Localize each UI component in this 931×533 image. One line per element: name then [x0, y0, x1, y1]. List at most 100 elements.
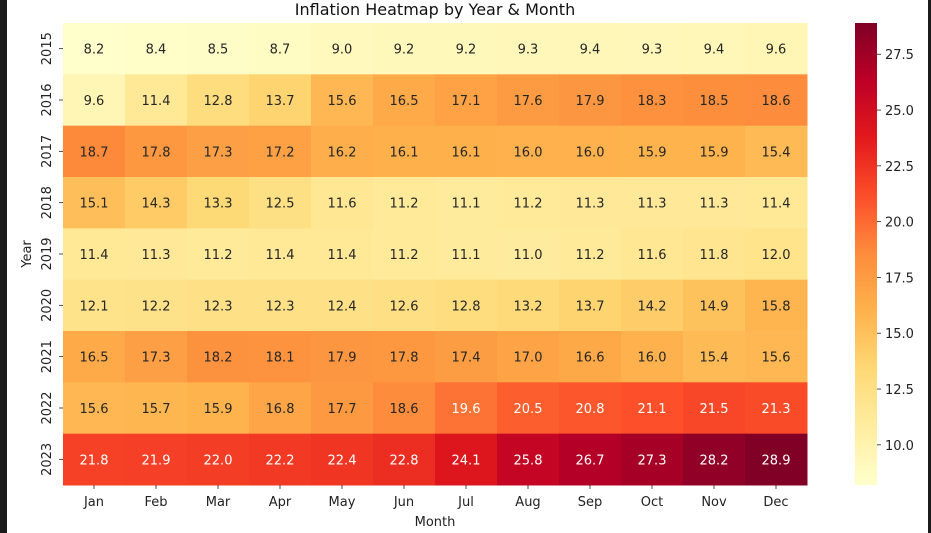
cell-value-label: 9.2	[394, 43, 415, 58]
heatmap-cell	[435, 125, 498, 178]
heatmap-cell	[311, 279, 374, 332]
heatmap-cell	[373, 23, 436, 75]
heatmap-cell	[311, 177, 374, 229]
x-tick-label: Nov	[701, 495, 727, 510]
heatmap-cell	[63, 177, 126, 229]
cell-value-label: 12.0	[762, 248, 791, 263]
y-axis-label: Year	[20, 240, 35, 269]
cell-value-label: 15.6	[80, 402, 109, 417]
colorbar	[855, 23, 877, 485]
heatmap-cells: 8.2 8.4 8.5 8.7 9.0 9.2 9.2 9.3 9.4 9.3 9.4 9.6 9.6 1…	[63, 23, 808, 486]
heatmap-cell	[745, 433, 808, 486]
heatmap-cell	[559, 23, 622, 75]
cell-value-label: 8.4	[146, 43, 167, 58]
cell-value-label: 12.8	[452, 299, 481, 314]
heatmap-cell	[311, 74, 374, 127]
heatmap-cell	[187, 433, 250, 486]
cell-value-label: 18.5	[700, 94, 729, 109]
cell-value-label: 11.2	[390, 248, 419, 263]
heatmap-cell	[497, 74, 560, 127]
heatmap-cell	[559, 279, 622, 332]
cell-value-label: 13.7	[266, 94, 295, 109]
x-axis-ticks: Jan Feb Mar Apr May Jun Jul Aug Sep Oct Nov Dec	[83, 485, 789, 510]
cell-value-label: 13.7	[576, 299, 605, 314]
cell-value-label: 27.3	[638, 453, 667, 468]
cell-value-label: 17.8	[390, 351, 419, 366]
heatmap-cell	[125, 228, 188, 281]
cell-value-label: 11.4	[80, 248, 109, 263]
cell-value-label: 12.1	[80, 299, 109, 314]
cell-value-label: 12.6	[390, 299, 419, 314]
cell-value-label: 25.8	[514, 453, 543, 468]
heatmap-cell	[621, 331, 684, 383]
heatmap-cell	[497, 382, 560, 435]
cell-value-label: 15.8	[762, 299, 791, 314]
heatmap-cell	[745, 228, 808, 281]
cell-value-label: 12.3	[204, 299, 233, 314]
cell-value-label: 19.6	[452, 402, 481, 417]
cell-value-label: 11.3	[576, 197, 605, 212]
cell-value-label: 17.3	[204, 145, 233, 160]
heatmap-cell	[63, 331, 126, 383]
window-frame-right	[928, 0, 931, 533]
cell-value-label: 11.2	[514, 197, 543, 212]
heatmap-cell	[745, 177, 808, 229]
cell-value-label: 9.3	[642, 43, 663, 58]
heatmap-cell	[63, 228, 126, 281]
cell-value-label: 11.3	[700, 197, 729, 212]
cell-value-label: 17.2	[266, 145, 295, 160]
cell-value-label: 11.6	[638, 248, 667, 263]
heatmap-cell	[249, 177, 312, 229]
heatmap-cell	[187, 279, 250, 332]
cell-value-label: 15.4	[700, 351, 729, 366]
heatmap-cell	[559, 382, 622, 435]
heatmap-cell	[63, 74, 126, 127]
heatmap-cell	[125, 279, 188, 332]
cell-value-label: 15.6	[762, 351, 791, 366]
cell-value-label: 21.9	[142, 453, 171, 468]
cell-value-label: 8.5	[208, 43, 229, 58]
heatmap-cell	[373, 331, 436, 383]
cell-value-label: 13.3	[204, 197, 233, 212]
heatmap-cell	[249, 279, 312, 332]
heatmap-cell	[435, 74, 498, 127]
cell-value-label: 22.4	[328, 453, 357, 468]
colorbar-tick-label: 22.5	[885, 160, 914, 175]
y-tick-label: 2018	[40, 186, 55, 219]
cell-value-label: 8.7	[270, 43, 291, 58]
x-tick-label: Aug	[515, 495, 540, 510]
heatmap-cell	[249, 433, 312, 486]
cell-value-label: 15.6	[328, 94, 357, 109]
cell-value-label: 9.0	[332, 43, 353, 58]
cell-value-label: 13.2	[514, 299, 543, 314]
colorbar-tick-label: 15.0	[885, 327, 914, 342]
heatmap-cell	[497, 279, 560, 332]
cell-value-label: 11.2	[204, 248, 233, 263]
x-axis-label: Month	[415, 515, 456, 530]
x-tick-label: May	[329, 495, 356, 510]
cell-value-label: 28.2	[700, 453, 729, 468]
x-tick-label: Sep	[578, 495, 603, 510]
colorbar-ticks: 10.0 12.5 15.0 17.5 20.0 22.5 25.0 27.5	[877, 48, 914, 454]
heatmap-cell	[559, 228, 622, 281]
cell-value-label: 12.8	[204, 94, 233, 109]
y-tick-label: 2021	[40, 340, 55, 373]
heatmap-cell	[745, 74, 808, 127]
colorbar-tick-label: 27.5	[885, 48, 914, 63]
cell-value-label: 11.1	[452, 248, 481, 263]
heatmap-cell	[435, 382, 498, 435]
cell-value-label: 17.1	[452, 94, 481, 109]
cell-value-label: 16.8	[266, 402, 295, 417]
cell-value-label: 15.7	[142, 402, 171, 417]
cell-value-label: 9.3	[518, 43, 539, 58]
cell-value-label: 17.9	[328, 351, 357, 366]
heatmap-cell	[435, 433, 498, 486]
heatmap-cell	[435, 228, 498, 281]
heatmap-cell	[745, 23, 808, 75]
x-tick-label: Jul	[457, 495, 474, 510]
y-axis-ticks: 2015 2016 2017 2018 2019 2020 2021 2022 2023	[40, 32, 63, 476]
cell-value-label: 11.3	[142, 248, 171, 263]
cell-value-label: 12.2	[142, 299, 171, 314]
heatmap-cell	[249, 125, 312, 178]
cell-value-label: 14.9	[700, 299, 729, 314]
